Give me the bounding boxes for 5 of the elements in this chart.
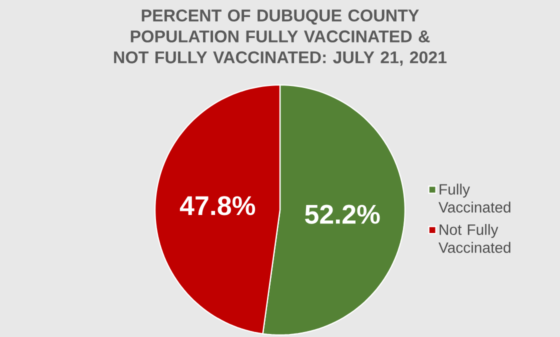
legend-label: Fully Vaccinated <box>438 184 510 213</box>
legend-label: Not Fully Vaccinated <box>438 224 510 253</box>
chart-title: PERCENT OF DUBUQUE COUNTY POPULATION FULLY VACCINATED & NOT FULLY VACCINATED: JULY 21, 2021 <box>114 10 447 66</box>
data-label: 47.8% <box>180 196 256 216</box>
data-label: 52.2% <box>305 204 380 224</box>
